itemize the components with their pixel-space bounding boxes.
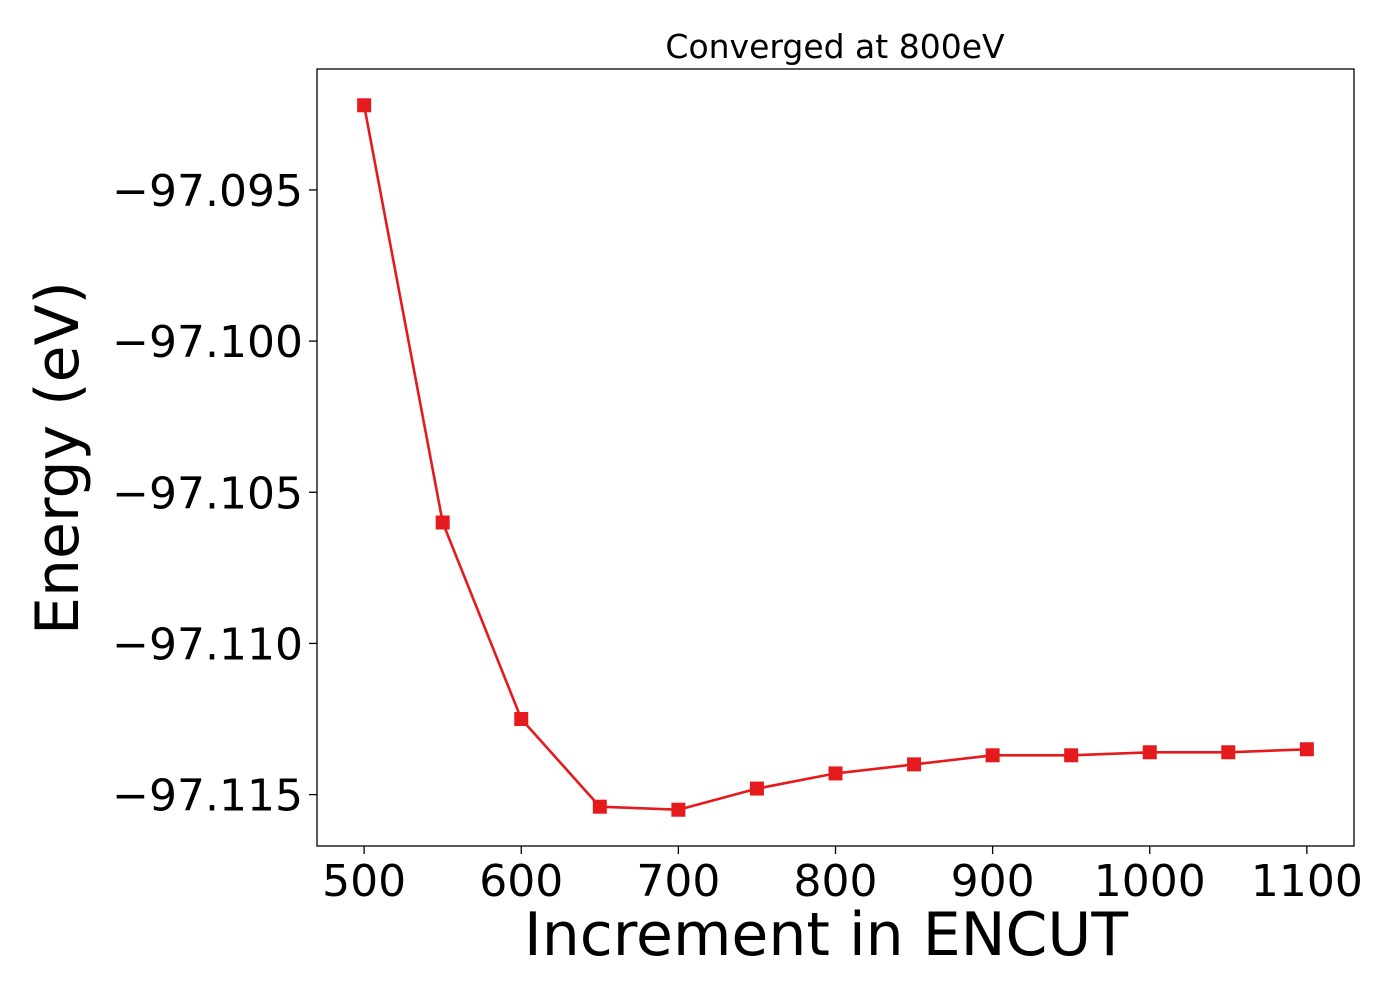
x-tick-label: 700: [636, 856, 720, 907]
plot-area-frame: [316, 68, 1355, 847]
data-point-marker: [592, 799, 607, 814]
series-line: [362, 105, 1307, 812]
data-point-marker: [435, 515, 450, 530]
x-axis-label: Increment in ENCUT: [524, 900, 1128, 970]
x-tick-label: 600: [479, 856, 563, 907]
y-axis-label: Energy (eV): [23, 281, 93, 635]
x-tick-label: 800: [794, 856, 878, 907]
data-point-marker: [828, 766, 843, 781]
data-point-marker: [671, 802, 686, 817]
x-tick-label: 1100: [1251, 856, 1363, 907]
data-point-marker: [1299, 742, 1314, 757]
y-tick-label: −97.100: [112, 317, 303, 368]
series-layer: [357, 98, 1314, 817]
data-point-marker: [1221, 745, 1236, 760]
data-point-marker: [357, 98, 372, 113]
data-point-marker: [749, 781, 764, 796]
x-tick-label: 1000: [1094, 856, 1206, 907]
data-point-marker: [907, 757, 922, 772]
y-tick-label: −97.105: [112, 468, 303, 519]
data-point-marker: [514, 712, 529, 727]
x-tick-label: 500: [322, 856, 406, 907]
y-tick-label: −97.095: [112, 166, 303, 217]
x-axis-ticks: 500 600 700 800 900 1000 1100: [322, 846, 1363, 907]
data-point-marker: [1064, 748, 1079, 763]
chart-title: Converged at 800eV: [665, 27, 1005, 66]
data-point-marker: [985, 748, 1000, 763]
y-tick-label: −97.110: [112, 619, 303, 670]
x-tick-label: 900: [951, 856, 1035, 907]
data-point-marker: [1142, 745, 1157, 760]
y-tick-label: −97.115: [112, 771, 303, 822]
y-axis-ticks: −97.095 −97.100 −97.105 −97.110 −97.115: [112, 166, 317, 822]
